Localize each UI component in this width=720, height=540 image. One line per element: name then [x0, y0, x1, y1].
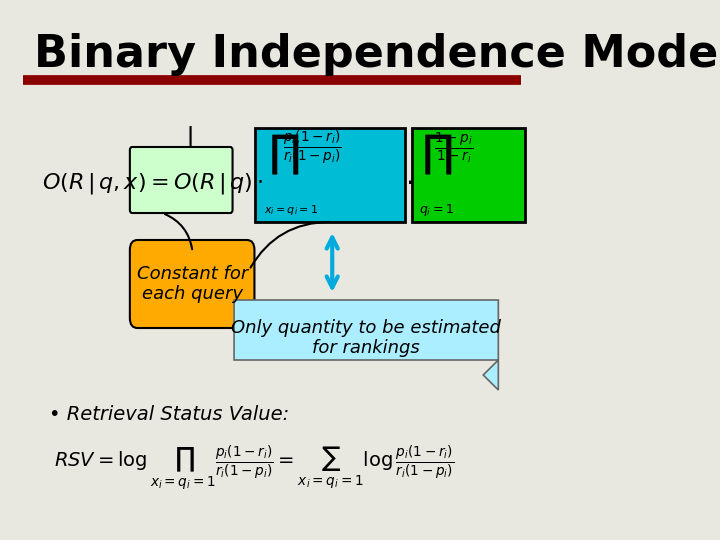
Text: $\frac{p_i(1-r_i)}{r_i(1-p_i)}$: $\frac{p_i(1-r_i)}{r_i(1-p_i)}$: [283, 129, 341, 167]
Text: Binary Independence Model: Binary Independence Model: [34, 33, 720, 77]
FancyBboxPatch shape: [130, 240, 254, 328]
Text: $\mathbf{|}$: $\mathbf{|}$: [186, 124, 193, 148]
Text: $\prod$: $\prod$: [268, 133, 300, 177]
Text: Constant for
each query: Constant for each query: [137, 265, 248, 303]
Text: $q_i{=}1$: $q_i{=}1$: [419, 202, 454, 218]
Text: $\frac{1-p_i}{1-r_i}$: $\frac{1-p_i}{1-r_i}$: [434, 130, 473, 166]
Text: Only quantity to be estimated
for rankings: Only quantity to be estimated for rankin…: [231, 319, 501, 357]
FancyBboxPatch shape: [255, 128, 405, 222]
FancyBboxPatch shape: [413, 128, 525, 222]
Text: $\cdot$: $\cdot$: [405, 169, 413, 197]
Text: $O(R\,|\,q,x) = O(R\,|\,q)\cdot$: $O(R\,|\,q,x) = O(R\,|\,q)\cdot$: [42, 171, 263, 195]
FancyBboxPatch shape: [130, 147, 233, 213]
Text: $x_i{=}q_i{=}1$: $x_i{=}q_i{=}1$: [264, 203, 318, 217]
Polygon shape: [234, 300, 498, 390]
Text: • Retrieval Status Value:: • Retrieval Status Value:: [49, 406, 289, 424]
Text: $RSV = \log\prod_{x_i=q_i=1}\frac{p_i(1-r_i)}{r_i(1-p_i)} = \sum_{x_i=q_i=1}\log: $RSV = \log\prod_{x_i=q_i=1}\frac{p_i(1-…: [55, 443, 454, 492]
Text: $\prod$: $\prod$: [421, 133, 453, 177]
